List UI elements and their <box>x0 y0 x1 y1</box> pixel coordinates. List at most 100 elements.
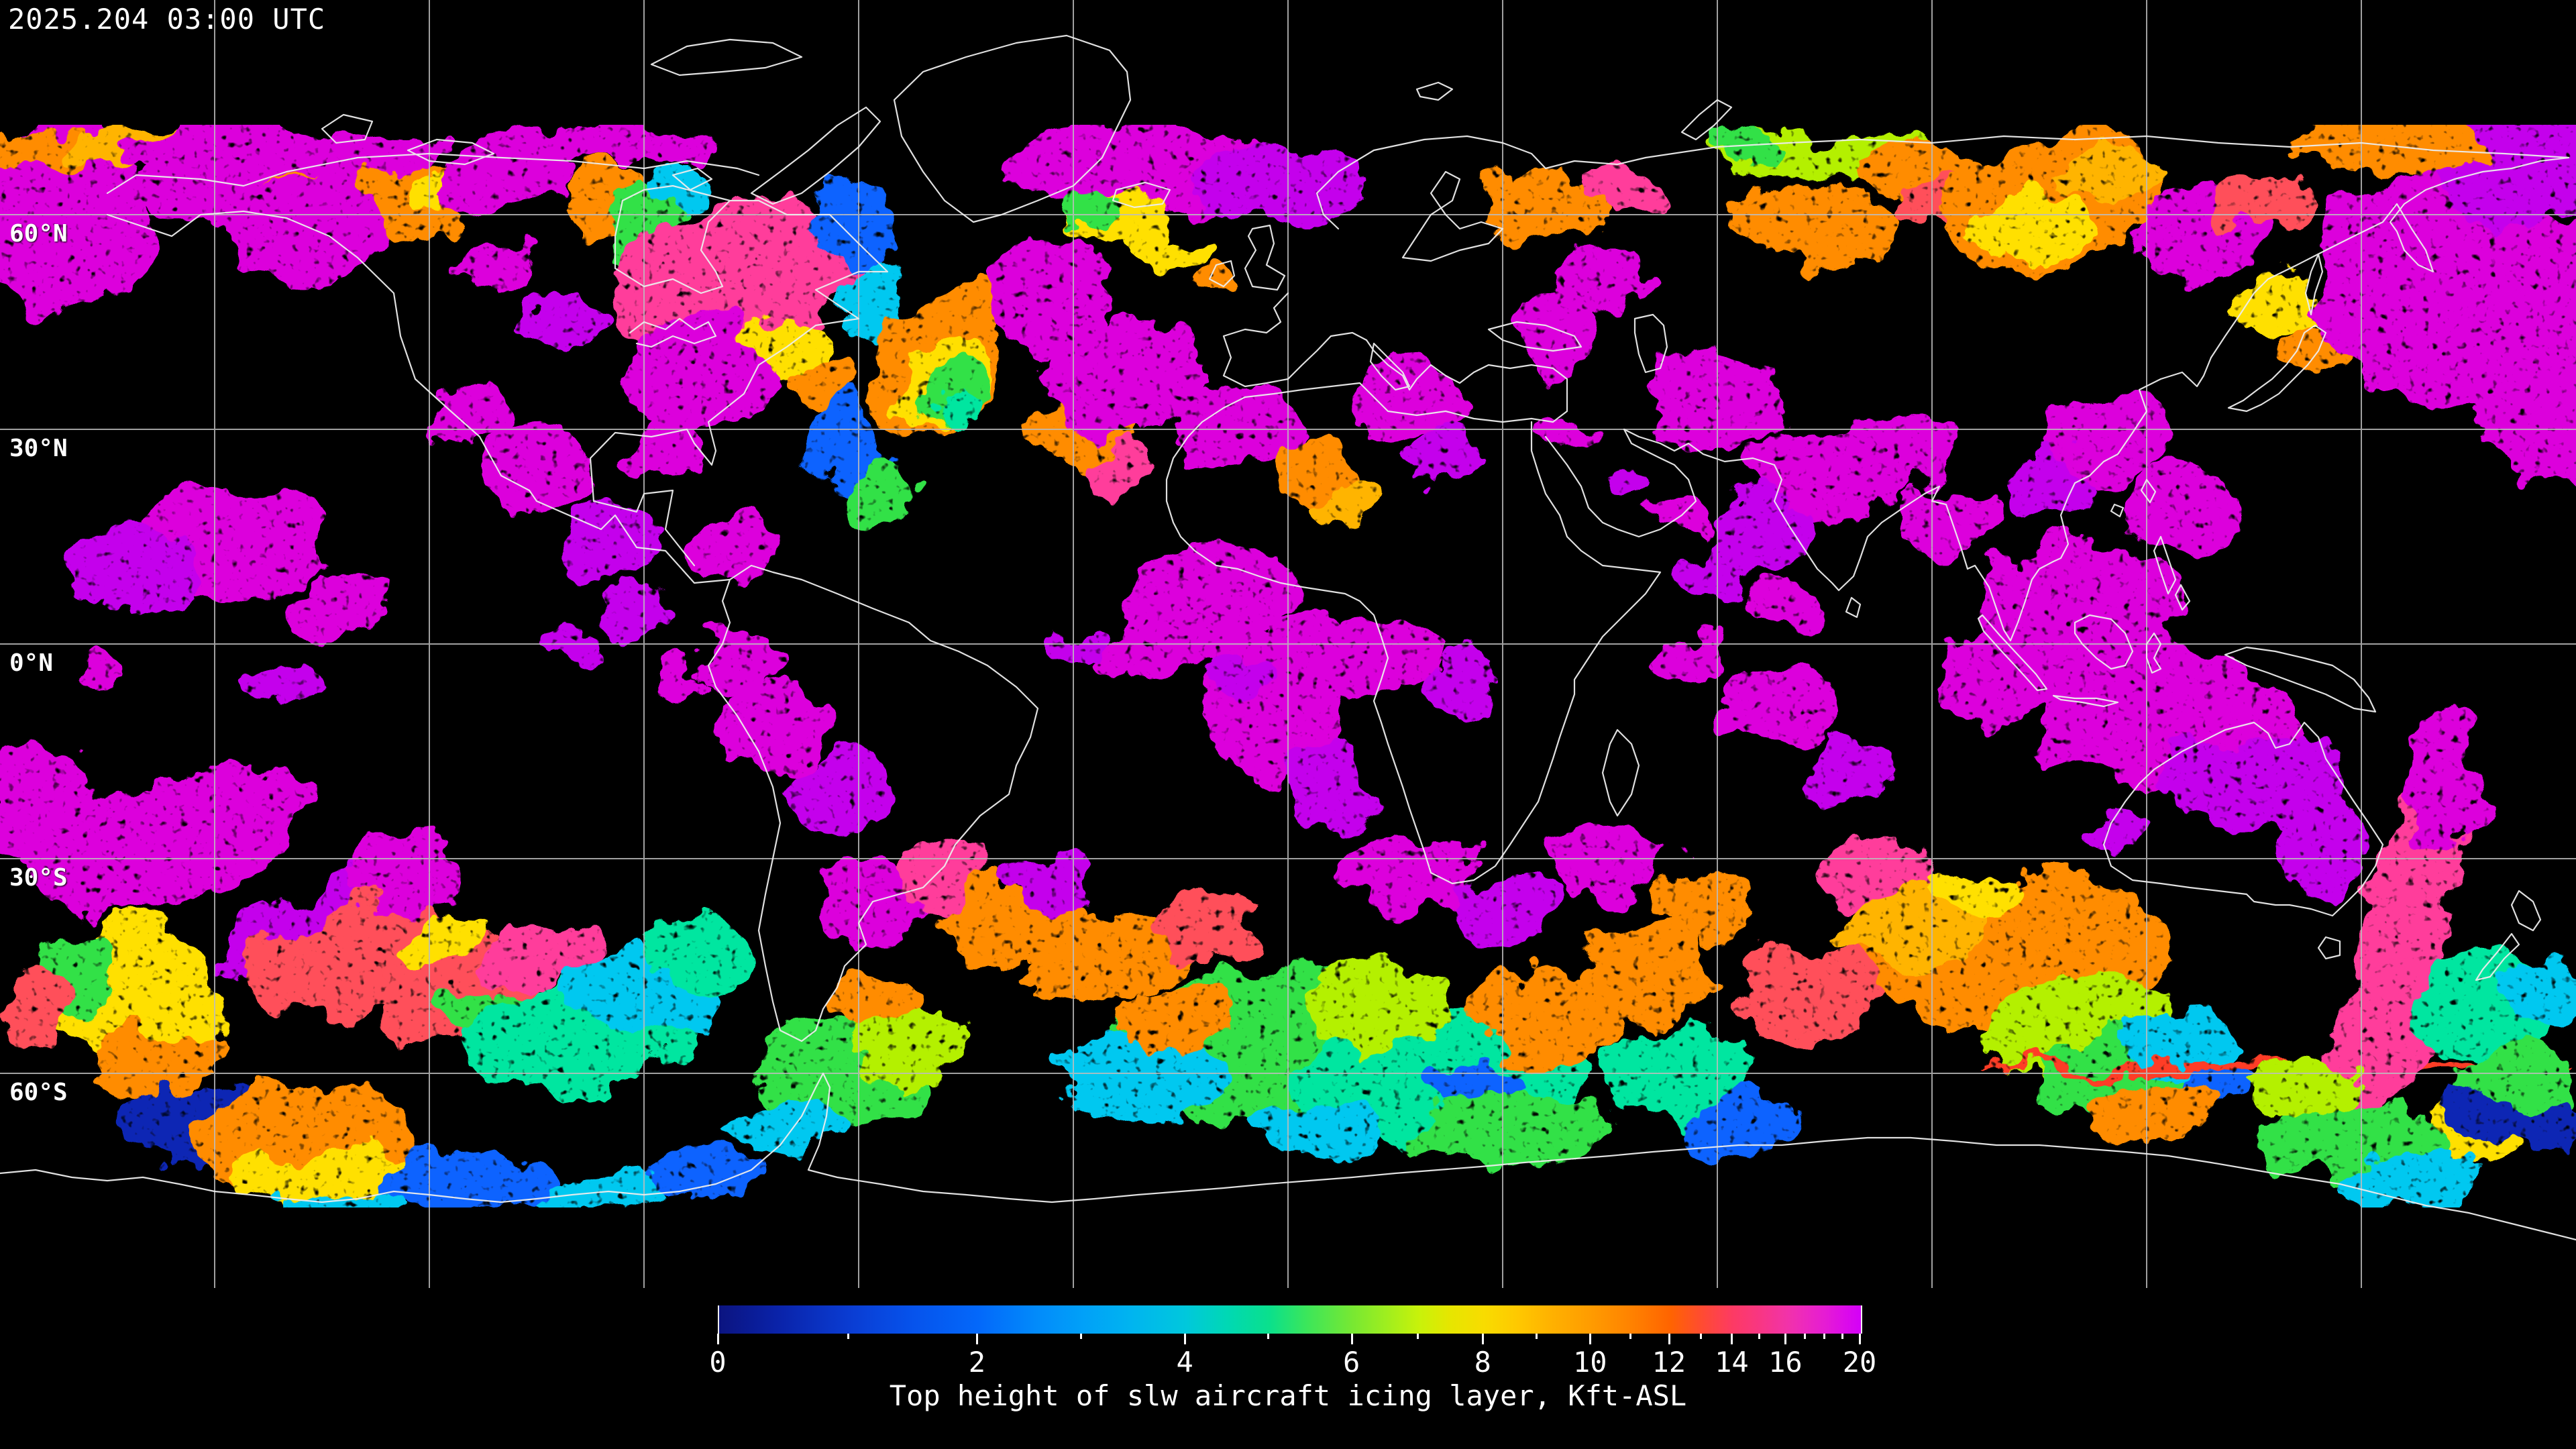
world-map-canvas <box>0 0 2576 1288</box>
icing-patch <box>792 751 888 835</box>
icing-patch <box>825 966 922 1022</box>
icing-patch <box>812 181 892 262</box>
icing-patch <box>649 1154 763 1197</box>
icing-patch <box>2066 152 2167 200</box>
coast-tasmania <box>2317 936 2341 960</box>
colorbar-tick-major <box>1668 1334 1670 1344</box>
colorbar-tick-label: 6 <box>1342 1346 1360 1379</box>
icing-patch <box>651 161 704 208</box>
icing-patch <box>1481 168 1608 237</box>
icing-patch <box>2252 1060 2366 1116</box>
icing-patch <box>248 664 318 707</box>
latitude-label: 60°N <box>9 220 68 248</box>
coast-hainan <box>2110 503 2125 518</box>
coast-na-atlantic <box>589 199 889 567</box>
icing-patch <box>1288 743 1371 840</box>
icing-patch <box>1729 942 1896 1041</box>
icing-patch <box>1306 966 1447 1049</box>
coast-south-america <box>707 564 1039 1042</box>
icing-patch <box>1637 631 1720 687</box>
coast-new-guinea <box>2224 646 2377 713</box>
coast-philippines <box>2153 535 2177 595</box>
colorbar-tick-major <box>1482 1334 1485 1344</box>
colorbar-tick-minor <box>1080 1334 1083 1339</box>
latitude-label: 30°N <box>9 435 68 462</box>
icing-patch <box>121 125 443 178</box>
coast-hudson-bay <box>614 184 731 294</box>
icing-patch <box>449 241 530 295</box>
icing-patch <box>785 356 859 396</box>
colorbar-tick-label: 0 <box>709 1346 727 1379</box>
coast-nz-north <box>2510 890 2542 932</box>
coast-arctic-russia <box>1644 135 2570 159</box>
icing-patch <box>268 1185 409 1208</box>
icing-patch <box>653 659 702 689</box>
coast-taiwan <box>2140 478 2157 504</box>
icing-patch <box>2509 959 2576 1029</box>
icing-patch <box>1717 666 1845 749</box>
icing-patch <box>2194 698 2308 754</box>
icing-patch <box>1811 416 1952 499</box>
icing-patch <box>72 530 199 613</box>
coast-arabia <box>1544 428 1697 538</box>
icing-patch <box>1404 428 1487 484</box>
icing-patch <box>633 425 716 487</box>
icing-patch <box>2353 1147 2480 1203</box>
colorbar-tick-label: 14 <box>1715 1346 1749 1379</box>
colorbar-tick-minor <box>1417 1334 1419 1339</box>
icing-patch <box>1126 537 1289 670</box>
coast-ne-asia <box>2210 156 2570 359</box>
icing-patch <box>1932 872 2029 915</box>
colorbar-tick-major <box>1784 1334 1787 1344</box>
icing-patch <box>2277 785 2365 899</box>
icing-patch <box>892 839 989 908</box>
icing-patch <box>810 389 883 496</box>
colorbar-tick-label: 2 <box>968 1346 985 1379</box>
icing-patch <box>1731 181 1898 264</box>
icing-patch <box>1434 1071 1521 1106</box>
icing-patch <box>1031 912 1185 996</box>
coast-west-europe <box>1222 292 1368 388</box>
colorbar-tick-label: 8 <box>1474 1346 1491 1379</box>
icing-patch <box>426 388 513 444</box>
coast-africa <box>1165 396 1662 885</box>
icing-patch <box>686 522 769 578</box>
coast-antarctica <box>0 1072 2576 1241</box>
coast-italy <box>1369 342 1411 391</box>
icing-patch <box>946 388 975 423</box>
coast-ireland <box>1208 260 1236 288</box>
icing-patch <box>2082 805 2151 848</box>
colorbar-tick-label: 12 <box>1652 1346 1686 1379</box>
coast-sri-lanka <box>1845 596 1862 619</box>
icing-patch <box>387 1154 555 1208</box>
colorbar-tick-label: 20 <box>1842 1346 1877 1379</box>
icing-patch <box>398 920 468 961</box>
colorbar-tick-major <box>1350 1334 1353 1344</box>
icing-patch <box>473 426 600 513</box>
coast-novaya-zemlya <box>1680 99 1733 141</box>
coast-se-asia <box>1966 356 2212 642</box>
icing-patch <box>2084 1086 2212 1134</box>
icing-patch <box>1403 1093 1618 1163</box>
colorbar-tick-minor <box>1629 1334 1631 1339</box>
icing-patch <box>716 678 830 774</box>
colorbar-tick-minor <box>1758 1334 1761 1339</box>
icing-patch <box>1682 1100 1809 1157</box>
timestamp-label: 2025.204 03:00 UTC <box>8 3 326 36</box>
icing-patch <box>1746 586 1816 629</box>
icing-patch <box>1275 610 1344 653</box>
coast-philippines-south <box>2174 584 2191 611</box>
coast-iran-gulf <box>1623 428 1776 466</box>
icing-patch <box>1239 1100 1380 1157</box>
colorbar-tick-minor <box>1823 1334 1826 1339</box>
coast-java <box>2052 694 2119 708</box>
icing-patch <box>1523 295 1606 378</box>
icing-patch <box>2442 1091 2525 1139</box>
icing-patch <box>1800 738 1896 808</box>
icing-patch <box>1454 872 1568 942</box>
icing-patch <box>1191 140 1365 223</box>
icing-patch <box>651 919 765 989</box>
coast-norway <box>1316 135 1647 230</box>
icing-patch <box>2024 879 2138 935</box>
